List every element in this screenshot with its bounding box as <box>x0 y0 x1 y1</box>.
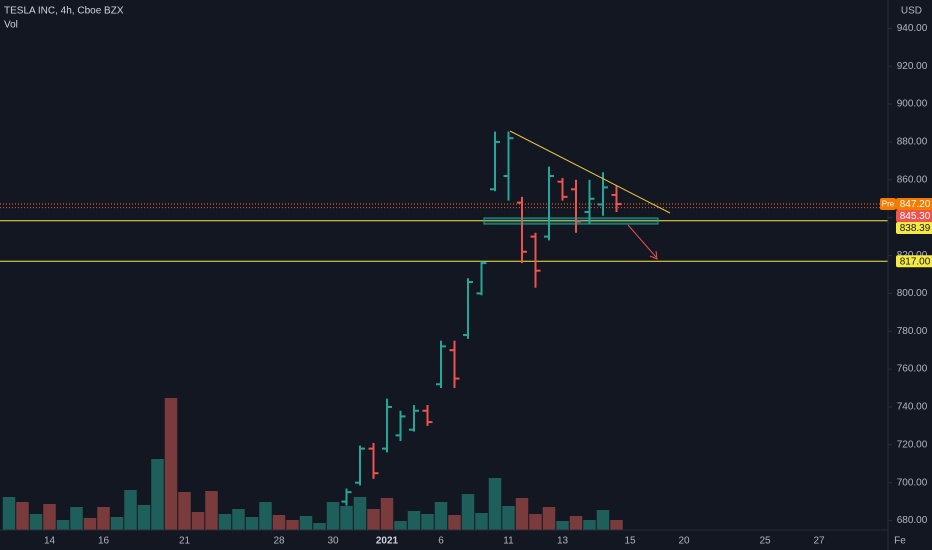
volume-bar <box>259 502 272 530</box>
x-tick-label: 13 <box>557 536 569 547</box>
volume-bar <box>97 507 110 530</box>
x-tick-label: 28 <box>273 536 285 547</box>
y-tick-label: 900.00 <box>897 99 928 110</box>
support-zone <box>483 217 659 225</box>
x-tick-label: 20 <box>678 536 690 547</box>
y-tick-label: 800.00 <box>897 288 928 299</box>
pre-badge <box>880 198 896 211</box>
volume-bar <box>569 516 583 530</box>
volume-bar <box>448 515 461 530</box>
x-tick-label: 27 <box>813 536 825 547</box>
volume-bar <box>583 520 596 530</box>
volume-bar <box>353 497 367 530</box>
volume-bar <box>2 497 16 530</box>
y-tick-label: 780.00 <box>897 326 928 337</box>
x-tick-label: 15 <box>624 536 636 547</box>
volume-title: Vol <box>4 20 18 31</box>
volume-bar <box>596 510 610 530</box>
volume-bar <box>380 498 394 530</box>
price-badge-label: 817.00 <box>900 256 931 267</box>
y-tick-label: 700.00 <box>897 477 928 488</box>
currency: USD <box>901 6 922 17</box>
y-tick-label: 720.00 <box>897 439 928 450</box>
price-badge <box>896 198 932 211</box>
volume-bar <box>137 505 151 530</box>
volume-bar <box>610 520 623 530</box>
volume-bar <box>218 514 232 530</box>
volume-bar <box>286 520 299 530</box>
y-tick-label: 880.00 <box>897 137 928 148</box>
price-badge <box>896 255 932 268</box>
volume-bar <box>70 507 83 530</box>
y-tick-label: 920.00 <box>897 61 928 72</box>
volume-bar <box>542 507 556 530</box>
volume-bar <box>164 398 178 530</box>
volume-bar <box>367 509 380 530</box>
volume-bar <box>191 512 205 530</box>
pre-badge-label: Pre <box>882 200 895 209</box>
y-tick-label: 680.00 <box>897 515 928 526</box>
price-badge-label: 838.39 <box>900 223 931 234</box>
volume-bar <box>83 518 97 530</box>
volume-bar <box>299 516 313 530</box>
price-badge <box>896 222 932 235</box>
price-badge-label: 847.20 <box>900 199 931 210</box>
x-tick-label: 25 <box>759 536 771 547</box>
x-tick-label: Fe <box>894 536 906 547</box>
volume-bar <box>556 521 569 530</box>
volume-bar <box>232 509 245 530</box>
x-tick-label: 14 <box>44 536 56 547</box>
volume-bar <box>407 511 421 530</box>
x-tick-label: 30 <box>327 536 339 547</box>
y-tick-label: 860.00 <box>897 174 928 185</box>
volume-bar <box>434 502 448 530</box>
volume-bar <box>326 502 340 530</box>
volume-bar <box>394 521 407 530</box>
x-tick-label: 6 <box>438 536 444 547</box>
volume-bar <box>502 506 515 530</box>
volume-bar <box>110 517 124 530</box>
x-tick-label: 16 <box>98 536 110 547</box>
price-badge <box>896 210 932 223</box>
volume-bar <box>178 492 191 530</box>
y-tick-label: 760.00 <box>897 364 928 375</box>
volume-bar <box>340 506 353 530</box>
trend-line <box>509 130 671 214</box>
volume-bar <box>313 523 326 530</box>
x-tick-label: 11 <box>503 536 514 547</box>
volume-bar <box>205 491 218 530</box>
volume-bar <box>515 498 529 530</box>
volume-bar <box>16 502 29 530</box>
symbol-title: TESLA INC, 4h, Cboe BZX <box>4 6 124 17</box>
volume-bar <box>29 514 43 530</box>
volume-bar <box>461 494 475 530</box>
x-tick-label: 2021 <box>376 536 399 547</box>
volume-bar <box>151 459 164 530</box>
arrow <box>627 224 657 258</box>
price-badge-label: 845.30 <box>900 211 931 222</box>
plot-area <box>0 131 888 530</box>
arrow-head <box>649 250 658 260</box>
y-tick-label: 940.00 <box>897 23 928 34</box>
volume-bar <box>475 513 488 530</box>
volume-bar <box>124 490 137 530</box>
volume-bar <box>245 517 259 530</box>
volume-bar <box>488 478 502 530</box>
volume-bar <box>272 515 286 530</box>
x-tick-label: 21 <box>179 536 191 547</box>
volume-bar <box>421 514 434 530</box>
volume-bar <box>56 520 70 530</box>
volume-bar <box>43 504 56 530</box>
volume-bar <box>529 514 542 530</box>
y-tick-label: 740.00 <box>897 402 928 413</box>
